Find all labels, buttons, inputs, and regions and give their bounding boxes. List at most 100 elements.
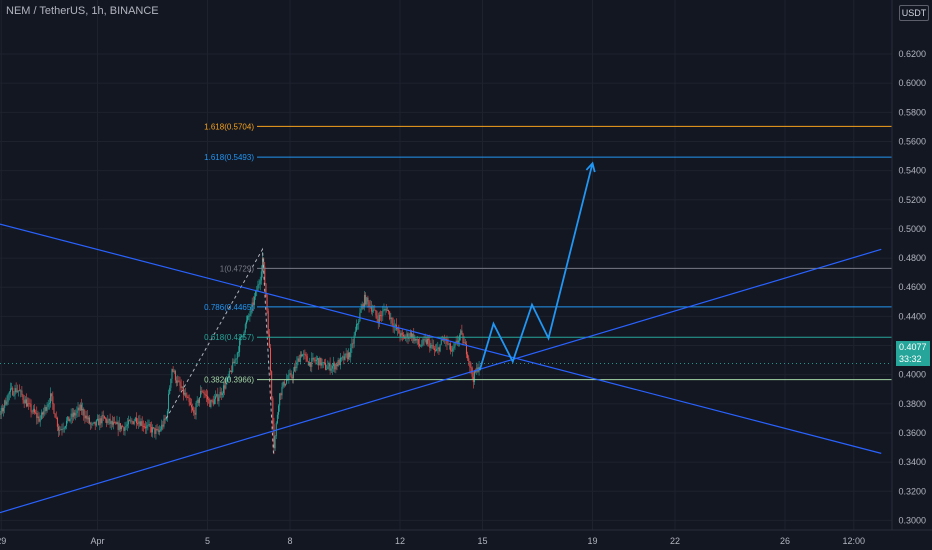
- candle-body: [263, 257, 265, 267]
- candle-body: [439, 344, 441, 352]
- candle-body: [433, 348, 435, 351]
- candle-body: [189, 402, 191, 406]
- x-tick-label: 19: [587, 536, 597, 546]
- candle-body: [58, 426, 60, 431]
- candle-body: [47, 404, 49, 407]
- candle-body: [329, 363, 331, 371]
- candle-body: [23, 400, 25, 404]
- candle-body: [177, 380, 179, 383]
- candle-body: [129, 420, 131, 422]
- candle-body: [452, 348, 454, 352]
- candle-body: [117, 422, 119, 430]
- y-axis[interactable]: 0.30000.32000.34000.36000.38000.40000.42…: [898, 49, 926, 525]
- candle-body: [334, 363, 336, 370]
- y-tick-label: 0.3000: [898, 515, 926, 525]
- candle-body: [317, 358, 318, 360]
- candle-body: [312, 357, 314, 359]
- candle-body: [155, 429, 157, 434]
- candle-body: [180, 385, 182, 389]
- candle-body: [333, 363, 335, 367]
- candle-body: [370, 306, 372, 312]
- candle-body: [427, 339, 428, 344]
- x-tick-label: 15: [477, 536, 487, 546]
- candle-body: [325, 362, 327, 370]
- candle-body: [400, 332, 402, 337]
- candle-body: [295, 366, 297, 369]
- candle-body: [85, 415, 87, 419]
- candle-body: [53, 404, 55, 414]
- candle-body: [280, 393, 282, 396]
- candle-body: [116, 422, 118, 425]
- candle-body: [311, 358, 313, 367]
- candle-body: [203, 392, 205, 395]
- candle-body: [3, 407, 5, 412]
- candle-body: [306, 356, 308, 362]
- candle-body: [114, 422, 116, 423]
- trendline[interactable]: [0, 248, 882, 520]
- candle-body: [448, 343, 450, 345]
- candle-body: [408, 336, 410, 339]
- candle-body: [215, 396, 217, 400]
- fib-level-label: 0.786(0.4465): [204, 303, 254, 312]
- candle-body: [17, 390, 19, 392]
- candle-body: [366, 297, 368, 305]
- candle-body: [123, 427, 125, 431]
- fib-swing-dashed-line[interactable]: [165, 247, 274, 454]
- candle-body: [314, 360, 316, 362]
- candle-body: [212, 400, 214, 405]
- candle-body: [115, 422, 117, 425]
- candle-body: [69, 419, 71, 422]
- candle-body: [170, 378, 172, 388]
- candle-body: [171, 369, 173, 379]
- candle-body: [162, 424, 164, 427]
- candle-body: [64, 426, 66, 428]
- fibonacci-levels[interactable]: 1.618(0.5704) 1.618(0.5493) 1(0.4729) 0.786…: [0, 122, 892, 454]
- candle-body: [210, 400, 212, 407]
- candle-body: [235, 358, 237, 360]
- candle-body: [457, 340, 459, 343]
- candle-body: [276, 414, 278, 424]
- candle-body: [84, 415, 86, 419]
- candle-body: [184, 392, 186, 395]
- candle-body: [135, 417, 137, 424]
- candle-body: [464, 342, 466, 344]
- candle-body: [110, 421, 112, 424]
- candle-body: [190, 405, 192, 408]
- candle-body: [468, 358, 470, 362]
- candle-body: [156, 429, 158, 430]
- projection-polyline[interactable]: [478, 163, 594, 371]
- trendlines[interactable]: [0, 217, 882, 520]
- candle-body: [423, 339, 425, 341]
- projection-path[interactable]: [478, 161, 596, 371]
- candle-body: [362, 304, 364, 307]
- candle-body: [40, 412, 42, 419]
- candle-body: [50, 393, 52, 404]
- candle-body: [318, 358, 320, 366]
- candle-body: [32, 408, 34, 412]
- candle-body: [386, 310, 388, 311]
- candle-body: [66, 420, 68, 427]
- y-tick-label: 0.4000: [898, 370, 926, 380]
- candle-body: [417, 339, 419, 345]
- candle-body: [127, 420, 129, 425]
- candle-body: [5, 400, 7, 405]
- candle-body: [412, 333, 414, 338]
- candle-body: [154, 427, 156, 434]
- candle-body: [152, 427, 153, 433]
- candle-body: [15, 388, 17, 393]
- trendline[interactable]: [0, 217, 882, 454]
- candle-body: [319, 357, 321, 366]
- candle-body: [394, 324, 396, 326]
- candle-body: [157, 429, 159, 433]
- currency-badge[interactable]: USDT: [899, 5, 929, 21]
- candle-countdown: 33:32: [899, 354, 922, 364]
- candle-body: [182, 386, 184, 395]
- candle-body: [310, 362, 312, 367]
- candle-body: [270, 347, 272, 372]
- candle-body: [62, 428, 64, 430]
- candle-body: [169, 387, 171, 394]
- candle-body: [456, 340, 458, 343]
- x-axis[interactable]: 29 Apr 5 8 12 15 19 22 26 12:00: [0, 536, 865, 546]
- candle-body: [265, 283, 267, 296]
